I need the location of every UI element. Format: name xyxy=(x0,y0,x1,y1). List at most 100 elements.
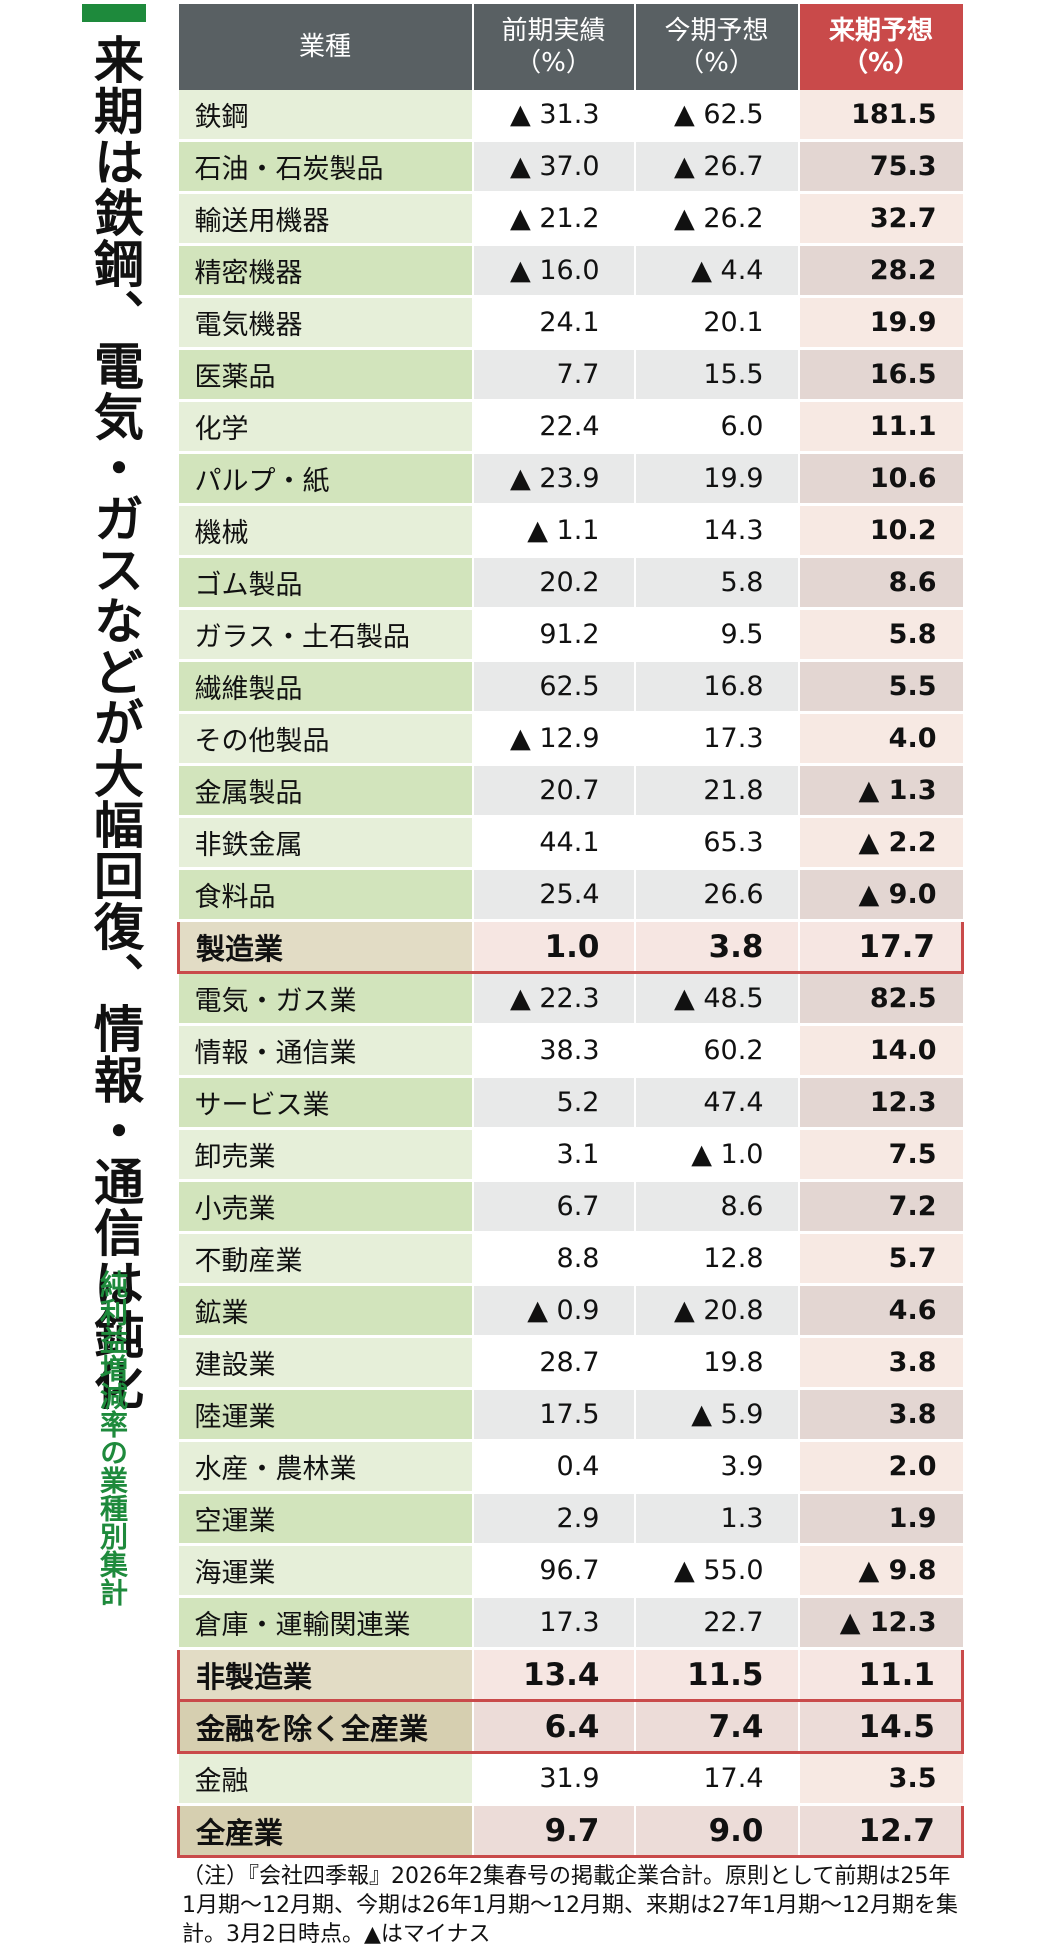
next-forecast-cell: 7.5 xyxy=(798,1128,963,1182)
table-row: 小売業 6.7 8.6 7.2 xyxy=(178,1180,963,1234)
industry-name-cell: 陸運業 xyxy=(178,1388,474,1442)
previous-actual-cell: 17.3 xyxy=(472,1596,636,1650)
industry-name-cell: その他製品 xyxy=(178,712,474,766)
next-forecast-cell: ▲ 1.3 xyxy=(798,764,963,818)
next-forecast-cell: 16.5 xyxy=(798,348,963,402)
previous-actual-cell: 2.9 xyxy=(472,1492,636,1546)
table-row: 陸運業 17.5 ▲ 5.9 3.8 xyxy=(178,1388,963,1442)
current-forecast-cell: 19.8 xyxy=(634,1336,800,1390)
table-row: その他製品 ▲ 12.9 17.3 4.0 xyxy=(178,712,963,766)
current-forecast-cell: ▲ 26.7 xyxy=(634,140,800,194)
current-forecast-cell: 65.3 xyxy=(634,816,800,870)
previous-actual-cell: 96.7 xyxy=(472,1544,636,1598)
table-row: 海運業 96.7 ▲ 55.0 ▲ 9.8 xyxy=(178,1544,963,1598)
industry-name-cell: 電気・ガス業 xyxy=(178,972,474,1026)
next-forecast-cell: 28.2 xyxy=(798,244,963,298)
industry-name-cell: 輸送用機器 xyxy=(178,192,474,246)
previous-actual-cell: 5.2 xyxy=(472,1076,636,1130)
table-row: 不動産業 8.8 12.8 5.7 xyxy=(178,1232,963,1286)
header-next-forecast: 来期予想 （%） xyxy=(798,4,963,90)
current-forecast-cell: 12.8 xyxy=(634,1232,800,1286)
previous-actual-cell: 8.8 xyxy=(472,1232,636,1286)
current-forecast-cell: 47.4 xyxy=(634,1076,800,1130)
table-row: 機械 ▲ 1.1 14.3 10.2 xyxy=(178,504,963,558)
footnote: （注）『会社四季報』2026年2集春号の掲載企業合計。原則として前期は25年1月… xyxy=(182,1864,958,1947)
previous-actual-cell: ▲ 0.9 xyxy=(472,1284,636,1338)
table-row: 金融 31.9 17.4 3.5 xyxy=(178,1752,963,1806)
previous-actual-cell: ▲ 37.0 xyxy=(472,140,636,194)
previous-actual-cell: 6.7 xyxy=(472,1180,636,1234)
current-forecast-cell: 5.8 xyxy=(634,556,800,610)
current-forecast-cell: 17.3 xyxy=(634,712,800,766)
industry-name-cell: 製造業 xyxy=(177,919,474,974)
industry-name-cell: 精密機器 xyxy=(178,244,474,298)
industry-name-cell: 機械 xyxy=(178,504,474,558)
table-row: 倉庫・運輸関連業 17.3 22.7 ▲ 12.3 xyxy=(178,1596,963,1650)
header-previous-actual: 前期実績 （%） xyxy=(472,4,636,90)
previous-actual-cell: 1.0 xyxy=(472,919,636,974)
previous-actual-cell: ▲ 1.1 xyxy=(472,504,636,558)
next-forecast-cell: 7.2 xyxy=(798,1180,963,1234)
table-row: 輸送用機器 ▲ 21.2 ▲ 26.2 32.7 xyxy=(178,192,963,246)
table-row: 医薬品 7.7 15.5 16.5 xyxy=(178,348,963,402)
industry-name-cell: 医薬品 xyxy=(178,348,474,402)
industry-name-cell: 金融 xyxy=(178,1752,474,1806)
current-forecast-cell: 9.5 xyxy=(634,608,800,662)
next-forecast-cell: 181.5 xyxy=(798,90,963,142)
previous-actual-cell: 25.4 xyxy=(472,868,636,922)
industry-name-cell: パルプ・紙 xyxy=(178,452,474,506)
industry-profit-table: 業種 前期実績 （%） 今期予想 （%） 来期予想 （%） 鉄鋼 ▲ 31.3 ▲ 62.… xyxy=(177,4,964,1858)
industry-name-cell: 金融を除く全産業 xyxy=(177,1699,474,1754)
next-forecast-cell: 2.0 xyxy=(798,1440,963,1494)
next-forecast-cell: 3.8 xyxy=(798,1388,963,1442)
current-forecast-cell: ▲ 20.8 xyxy=(634,1284,800,1338)
table-row: 精密機器 ▲ 16.0 ▲ 4.4 28.2 xyxy=(178,244,963,298)
next-forecast-cell: ▲ 9.0 xyxy=(798,868,963,922)
current-forecast-cell: 21.8 xyxy=(634,764,800,818)
previous-actual-cell: ▲ 21.2 xyxy=(472,192,636,246)
previous-actual-cell: 44.1 xyxy=(472,816,636,870)
industry-name-cell: 鉄鋼 xyxy=(178,90,474,142)
previous-actual-cell: 38.3 xyxy=(472,1024,636,1078)
next-forecast-cell: ▲ 2.2 xyxy=(798,816,963,870)
table-row: 非鉄金属 44.1 65.3 ▲ 2.2 xyxy=(178,816,963,870)
table-row: 全産業 9.7 9.0 12.7 xyxy=(177,1803,964,1858)
current-forecast-cell: 15.5 xyxy=(634,348,800,402)
table-row: ガラス・土石製品 91.2 9.5 5.8 xyxy=(178,608,963,662)
industry-name-cell: 倉庫・運輸関連業 xyxy=(178,1596,474,1650)
previous-actual-cell: 20.7 xyxy=(472,764,636,818)
previous-actual-cell: 31.9 xyxy=(472,1752,636,1806)
previous-actual-cell: 7.7 xyxy=(472,348,636,402)
industry-name-cell: 空運業 xyxy=(178,1492,474,1546)
previous-actual-cell: ▲ 23.9 xyxy=(472,452,636,506)
page-title: 来期は鉄鋼、電気・ガスなどが大幅回復、情報・通信は鈍化 xyxy=(86,34,144,1411)
table-row: 電気・ガス業 ▲ 22.3 ▲ 48.5 82.5 xyxy=(178,972,963,1026)
next-forecast-cell: 3.8 xyxy=(798,1336,963,1390)
current-forecast-cell: ▲ 55.0 xyxy=(634,1544,800,1598)
current-forecast-cell: 14.3 xyxy=(634,504,800,558)
previous-actual-cell: ▲ 12.9 xyxy=(472,712,636,766)
table-row: ゴム製品 20.2 5.8 8.6 xyxy=(178,556,963,610)
current-forecast-cell: 22.7 xyxy=(634,1596,800,1650)
current-forecast-cell: 9.0 xyxy=(634,1803,800,1858)
industry-name-cell: ゴム製品 xyxy=(178,556,474,610)
next-forecast-cell: 75.3 xyxy=(798,140,963,194)
industry-name-cell: 繊維製品 xyxy=(178,660,474,714)
table-row: 製造業 1.0 3.8 17.7 xyxy=(177,919,964,974)
previous-actual-cell: 9.7 xyxy=(472,1803,636,1858)
table-row: 電気機器 24.1 20.1 19.9 xyxy=(178,296,963,350)
industry-name-cell: ガラス・土石製品 xyxy=(178,608,474,662)
previous-actual-cell: 91.2 xyxy=(472,608,636,662)
next-forecast-cell: 14.0 xyxy=(798,1024,963,1078)
current-forecast-cell: 16.8 xyxy=(634,660,800,714)
current-forecast-cell: 20.1 xyxy=(634,296,800,350)
next-forecast-cell: 19.9 xyxy=(798,296,963,350)
current-forecast-cell: 1.3 xyxy=(634,1492,800,1546)
header-industry: 業種 xyxy=(178,4,474,90)
industry-name-cell: 石油・石炭製品 xyxy=(178,140,474,194)
previous-actual-cell: ▲ 16.0 xyxy=(472,244,636,298)
next-forecast-cell: 3.5 xyxy=(798,1752,963,1806)
industry-name-cell: 電気機器 xyxy=(178,296,474,350)
next-forecast-cell: 5.8 xyxy=(798,608,963,662)
industry-name-cell: 化学 xyxy=(178,400,474,454)
